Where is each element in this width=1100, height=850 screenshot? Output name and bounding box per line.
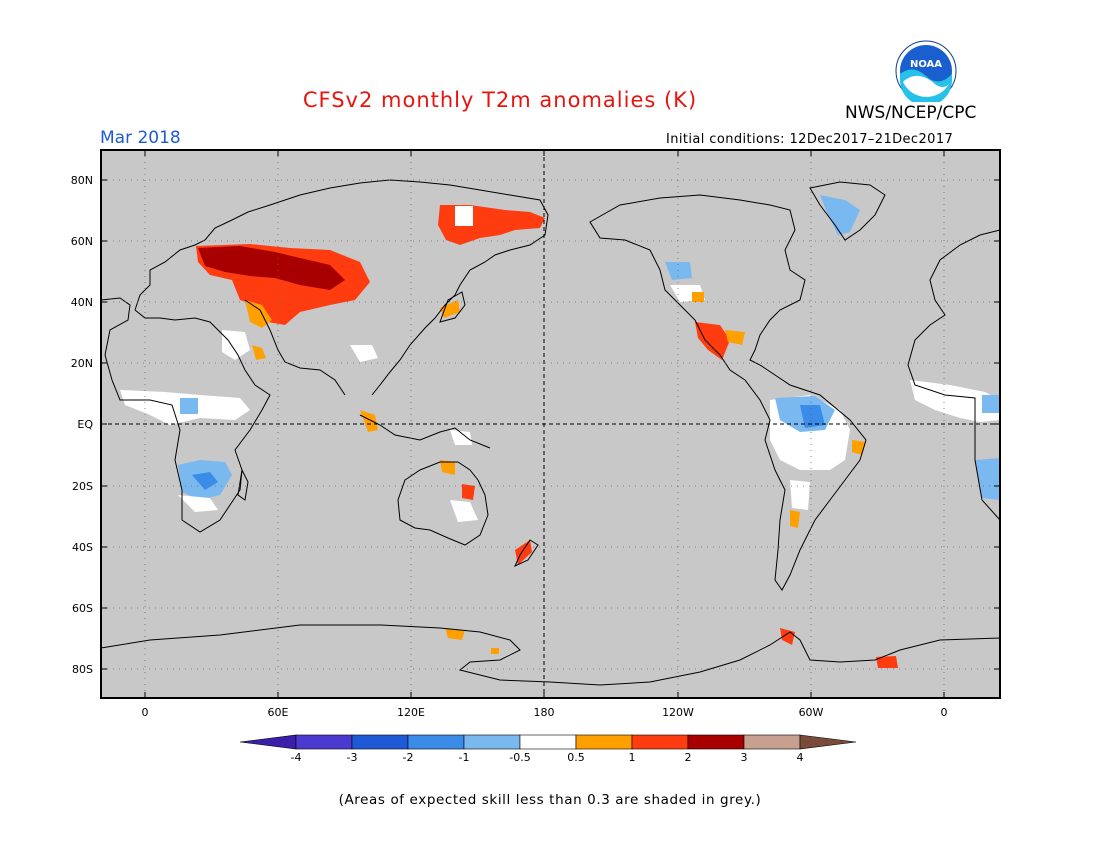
coastline (589, 194, 867, 591)
lat-tick-label: EQ (77, 418, 93, 431)
coastline (244, 299, 346, 396)
anomaly-patch (820, 195, 860, 235)
anomaly-patch (440, 300, 460, 318)
lat-tick-label: 60S (72, 602, 93, 615)
anomaly-patch (222, 330, 250, 360)
coastline (513, 539, 539, 568)
colorbar-label: 4 (797, 751, 804, 764)
anomaly-patch (455, 206, 473, 226)
colorbar-label: -4 (291, 751, 302, 764)
colorbar-label: 3 (741, 751, 748, 764)
lon-tick-label: 180 (534, 706, 555, 719)
anomaly-patch (800, 405, 825, 428)
coastline (439, 291, 466, 323)
colorbar-label: -1 (459, 751, 470, 764)
lat-tick-label: 40S (72, 541, 93, 554)
lat-axis: 80N 60N 40N 20N EQ 20S 40S 60S 80S (71, 174, 1000, 676)
anomaly-patches (120, 195, 1000, 668)
coastline (809, 181, 886, 241)
noaa-logo-text: NOAA (910, 59, 942, 70)
forecast-period: Mar 2018 (100, 128, 181, 148)
anomaly-patch (491, 648, 499, 654)
colorbar-box (631, 734, 689, 750)
colorbar-label: -3 (347, 751, 358, 764)
anomaly-patch (450, 430, 472, 445)
anomaly-patch (350, 345, 378, 362)
lon-tick-label: 60E (268, 706, 289, 719)
anomaly-patch (360, 410, 378, 432)
anomaly-patch (198, 246, 345, 290)
colorbar-box (407, 734, 465, 750)
coastline (359, 414, 491, 449)
anomaly-patch (450, 500, 478, 522)
colorbar-label: -2 (403, 751, 414, 764)
anomaly-patch (252, 345, 266, 360)
lon-axis: 0 60E 120E 180 120W 60W 0 (142, 150, 948, 719)
anomaly-patch (876, 656, 898, 668)
anomaly-patch (780, 628, 795, 645)
colorbar-label: 2 (685, 751, 692, 764)
anomaly-patch (445, 628, 465, 640)
lon-tick-label: 60W (799, 706, 824, 719)
colorbar-label: 0.5 (567, 751, 585, 764)
organization-label: NWS/NCEP/CPC (845, 103, 977, 123)
anomaly-patch (982, 395, 1000, 413)
lat-tick-label: 40N (71, 296, 93, 309)
colorbar-box (687, 734, 745, 750)
anomaly-patch (178, 495, 218, 512)
coastline (100, 624, 1001, 686)
coastline (134, 179, 549, 396)
colorbar-box (519, 734, 577, 750)
lat-tick-label: 20N (71, 357, 93, 370)
colorbar-label: -0.5 (509, 751, 530, 764)
anomaly-patch (462, 484, 475, 500)
anomaly-patch (440, 460, 455, 475)
colorbar-label: 1 (629, 751, 636, 764)
colorbar-box (743, 734, 801, 750)
colorbar-box (463, 734, 521, 750)
coastlines (100, 179, 1001, 686)
anomaly-patch (515, 540, 532, 565)
anomaly-patch (665, 262, 692, 280)
lon-tick-label: 0 (142, 706, 149, 719)
skill-footnote: (Areas of expected skill less than 0.3 a… (338, 792, 762, 808)
anomaly-patch (180, 398, 198, 414)
coastline (397, 461, 489, 546)
lat-tick-label: 80S (72, 663, 93, 676)
anomaly-patch (975, 458, 1000, 500)
lat-tick-label: 60N (71, 235, 93, 248)
colorbar-box (575, 734, 633, 750)
anomaly-patch (725, 330, 745, 345)
initial-conditions-label: Initial conditions: 12Dec2017–21Dec2017 (666, 132, 954, 147)
anomaly-patch (790, 480, 810, 510)
anomaly-patch (695, 322, 730, 360)
colorbar-box (351, 734, 409, 750)
colorbar-box (295, 734, 353, 750)
colorbar-arrow-low (239, 734, 297, 750)
colorbar: -4 -3 -2 -1 -0.5 0.5 1 2 3 4 (239, 734, 857, 764)
colorbar-arrow-high (799, 734, 857, 750)
lon-tick-label: 0 (941, 706, 948, 719)
coastline (907, 229, 1001, 521)
anomaly-patch (790, 510, 800, 528)
anomaly-patch (192, 472, 218, 490)
lon-tick-label: 120E (397, 706, 425, 719)
lat-tick-label: 20S (72, 480, 93, 493)
map-title: CFSv2 monthly T2m anomalies (K) (302, 88, 698, 112)
coastline (237, 468, 249, 501)
noaa-logo-icon: NOAA (895, 40, 957, 102)
anomaly-patch (692, 292, 704, 302)
lon-tick-label: 120W (662, 706, 694, 719)
lat-tick-label: 80N (71, 174, 93, 187)
gridlines (101, 150, 1000, 698)
